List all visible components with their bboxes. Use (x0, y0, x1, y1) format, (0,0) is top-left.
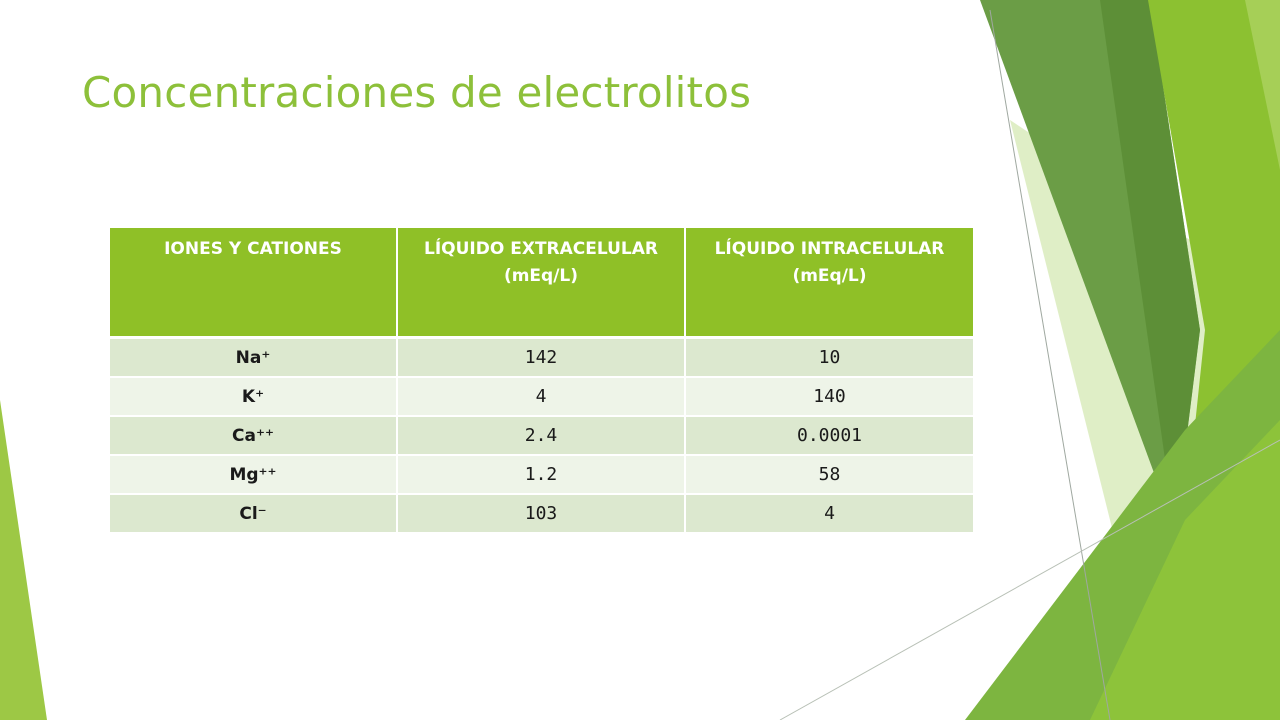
left-green-triangle (0, 400, 47, 720)
intracelular-cell: 4 (685, 494, 973, 534)
header-iones-cationes: IONES Y CATIONES (110, 228, 398, 339)
thin-line-b (779, 439, 1280, 720)
table-header-row: IONES Y CATIONES LÍQUIDO EXTRACELULAR (m… (110, 228, 973, 339)
ion-cell: Ca⁺⁺ (110, 416, 398, 456)
slide-title: Concentraciones de electrolitos (82, 68, 752, 117)
extracelular-cell: 142 (397, 337, 686, 378)
table-row: Na⁺ 142 10 (110, 337, 973, 378)
intracelular-cell: 140 (685, 377, 973, 417)
header-liquido-intracelular: LÍQUIDO INTRACELULAR (mEq/L) (685, 228, 973, 339)
medium-green-overlap (1090, 420, 1280, 720)
table-row: Cl⁻ 103 4 (110, 494, 973, 534)
ion-cell: Cl⁻ (110, 494, 398, 534)
ion-cell: Mg⁺⁺ (110, 455, 398, 495)
table-row: Ca⁺⁺ 2.4 0.0001 (110, 416, 973, 456)
extracelular-cell: 1.2 (397, 455, 686, 495)
ion-cell: K⁺ (110, 377, 398, 417)
darker-green-band (1100, 0, 1200, 530)
table-row: K⁺ 4 140 (110, 377, 973, 417)
ion-cell: Na⁺ (110, 337, 398, 378)
intracelular-cell: 58 (685, 455, 973, 495)
intracelular-cell: 0.0001 (685, 416, 973, 456)
intracelular-cell: 10 (685, 337, 973, 378)
table-row: Mg⁺⁺ 1.2 58 (110, 455, 973, 495)
electrolyte-table: IONES Y CATIONES LÍQUIDO EXTRACELULAR (m… (110, 228, 973, 534)
extracelular-cell: 2.4 (397, 416, 686, 456)
extracelular-cell: 4 (397, 377, 686, 417)
thin-line-a (989, 9, 1111, 720)
header-liquido-extracelular: LÍQUIDO EXTRACELULAR (mEq/L) (397, 228, 686, 339)
light-green-strip (1245, 0, 1280, 170)
extracelular-cell: 103 (397, 494, 686, 534)
